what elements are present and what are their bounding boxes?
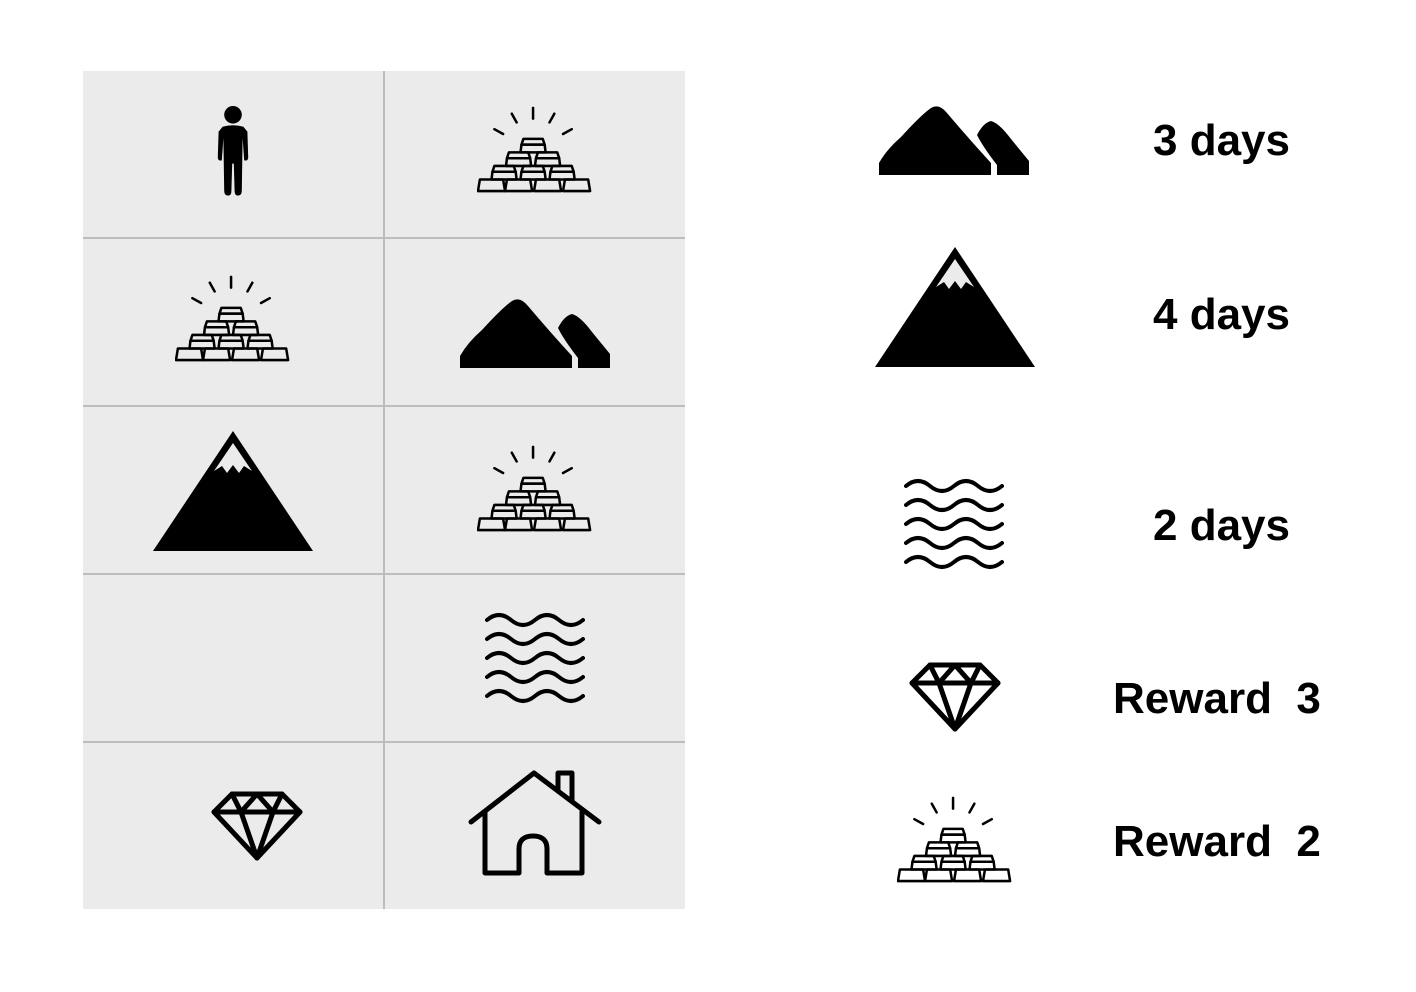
board-cell[interactable] bbox=[83, 71, 383, 237]
gold-bars-icon bbox=[897, 796, 1013, 883]
board-cell[interactable] bbox=[385, 239, 685, 405]
board-cell[interactable] bbox=[83, 743, 383, 909]
diamond-icon bbox=[908, 661, 1002, 733]
board-cell[interactable] bbox=[385, 743, 685, 909]
legend-label-gold: Reward 2 bbox=[1113, 817, 1321, 866]
gold-bars-icon bbox=[477, 106, 593, 193]
water-icon bbox=[485, 610, 585, 706]
mountain-icon bbox=[153, 429, 313, 551]
board-cell[interactable] bbox=[83, 407, 383, 573]
house-icon bbox=[468, 770, 602, 876]
legend-label-diamond: Reward 3 bbox=[1113, 674, 1321, 723]
legend-label-mountain: 4 days bbox=[1153, 290, 1290, 339]
person-icon bbox=[209, 98, 257, 210]
hills-icon bbox=[460, 298, 610, 368]
hills-icon bbox=[879, 105, 1029, 175]
diamond-icon bbox=[210, 790, 304, 862]
mountain-icon bbox=[875, 245, 1035, 367]
board-cell[interactable] bbox=[385, 407, 685, 573]
legend-label-water: 2 days bbox=[1153, 501, 1290, 550]
game-board bbox=[83, 71, 685, 909]
water-icon bbox=[904, 476, 1004, 572]
board-cell-empty[interactable] bbox=[83, 575, 383, 741]
gold-bars-icon bbox=[175, 275, 291, 362]
gold-bars-icon bbox=[477, 445, 593, 532]
legend-label-hills: 3 days bbox=[1153, 116, 1290, 165]
board-cell[interactable] bbox=[385, 575, 685, 741]
board-cell[interactable] bbox=[83, 239, 383, 405]
board-cell[interactable] bbox=[385, 71, 685, 237]
